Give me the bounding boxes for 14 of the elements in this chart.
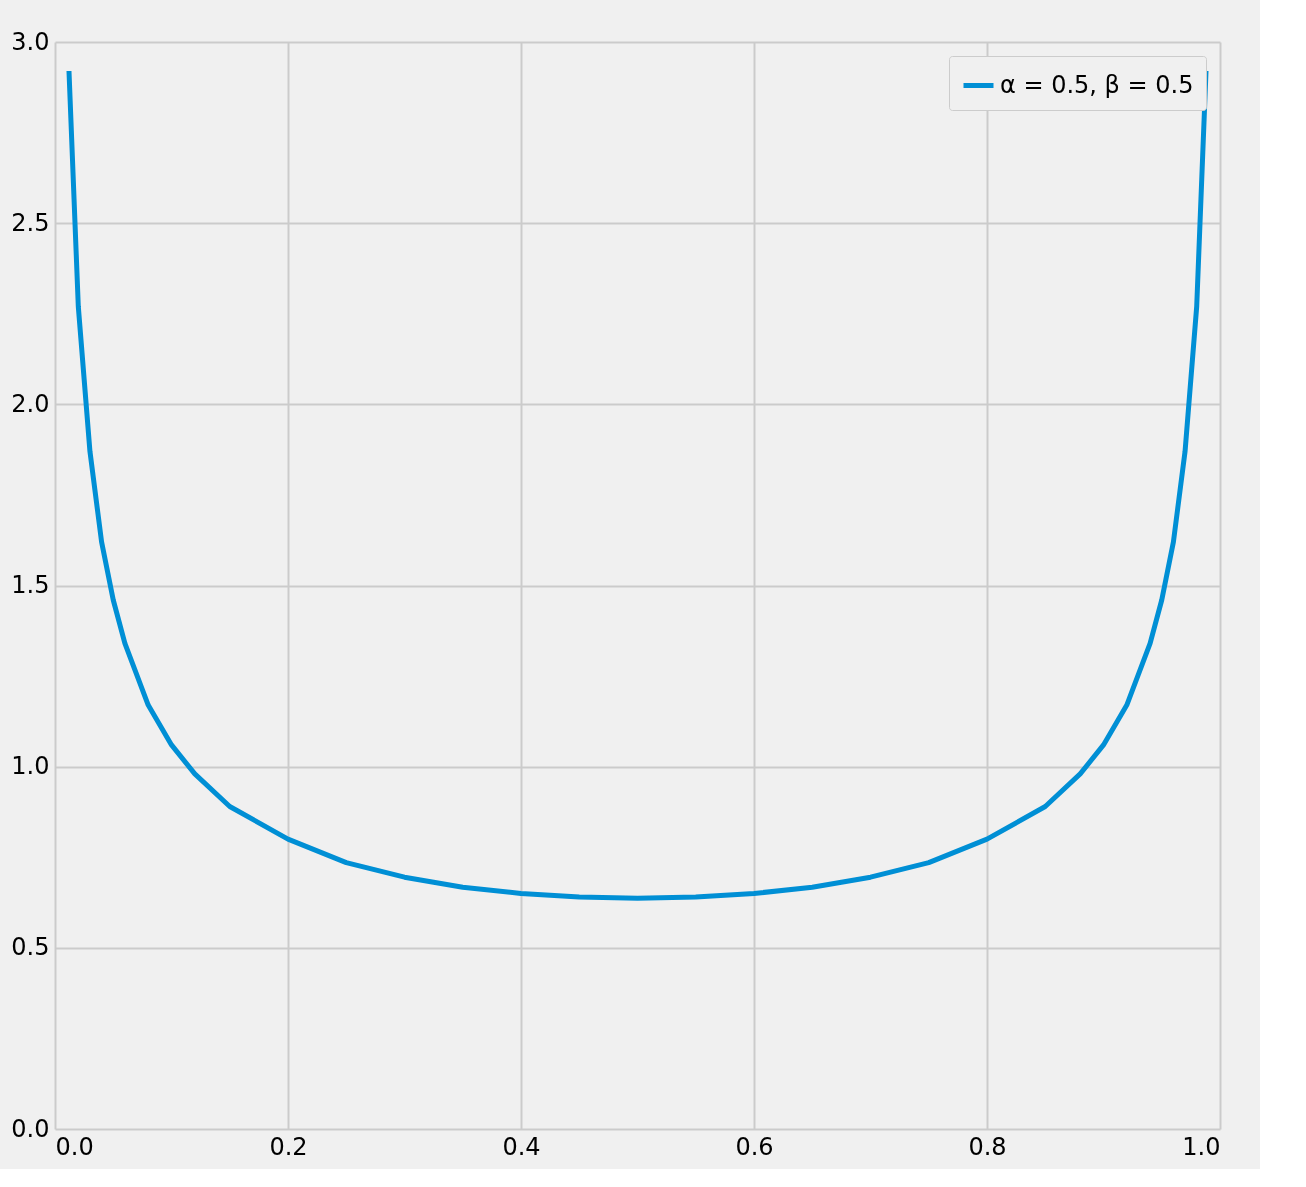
x-tick-label: 0.0	[55, 1132, 94, 1161]
y-tick-label: 3.0	[11, 27, 50, 56]
x-tick-label: 0.4	[502, 1132, 541, 1161]
legend-label: α = 0.5, β = 0.5	[1000, 70, 1194, 99]
x-tick-label: 1.0	[1182, 1132, 1221, 1161]
x-tick-label: 0.2	[269, 1132, 308, 1161]
y-tick-label: 1.5	[11, 571, 50, 599]
x-tick-label: 0.8	[968, 1132, 1007, 1161]
y-tick-label: 0.5	[11, 933, 50, 962]
y-tick-label: 2.5	[11, 208, 50, 237]
x-tick-label: 0.6	[735, 1132, 774, 1161]
y-tick-label: 0.0	[11, 1114, 50, 1143]
y-tick-label: 1.0	[11, 752, 50, 781]
y-tick-label: 2.0	[11, 389, 50, 418]
